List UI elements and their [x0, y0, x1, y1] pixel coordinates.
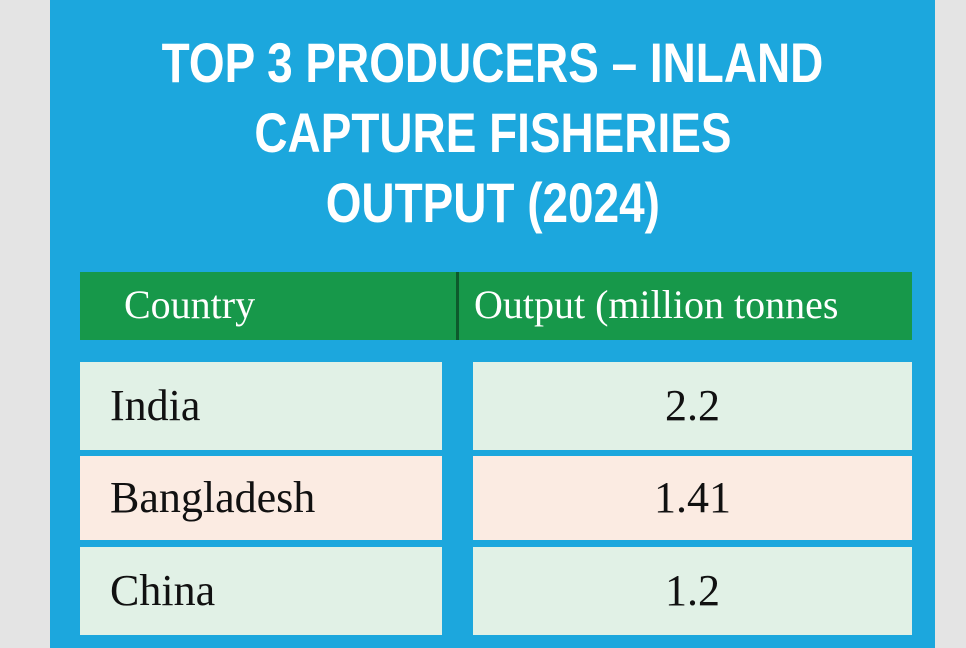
- table-cell: 1.41: [473, 456, 912, 540]
- header-cell: Country: [124, 282, 256, 327]
- table-header: Country Output (million tonnes: [80, 272, 912, 340]
- title-line: CAPTURE FISHERIES: [50, 98, 935, 168]
- table-cell: India: [80, 362, 442, 450]
- header-cell: Output (million tonnes: [474, 282, 839, 327]
- title-text: TOP 3 PRODUCERS – INLAND: [161, 31, 824, 94]
- header-divider: [456, 272, 459, 340]
- table-cell: 1.2: [473, 547, 912, 635]
- title-text: CAPTURE FISHERIES: [253, 101, 732, 164]
- table-cell: China: [80, 547, 442, 635]
- title-line: OUTPUT (2024): [50, 168, 935, 238]
- panel: TOP 3 PRODUCERS – INLAND CAPTURE FISHERI…: [50, 0, 935, 648]
- table-cell: Bangladesh: [80, 456, 442, 540]
- title-text: OUTPUT (2024): [325, 171, 660, 234]
- table-cell: 2.2: [473, 362, 912, 450]
- title-line: TOP 3 PRODUCERS – INLAND: [50, 28, 935, 98]
